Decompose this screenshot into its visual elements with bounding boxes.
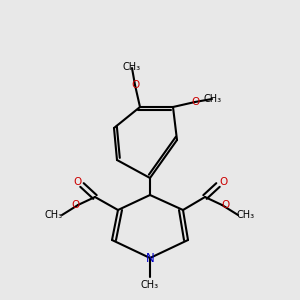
Text: CH₃: CH₃ — [123, 62, 141, 72]
Text: CH₃: CH₃ — [204, 94, 222, 104]
Text: O: O — [131, 80, 139, 90]
Text: CH₃: CH₃ — [237, 210, 255, 220]
Text: CH₃: CH₃ — [141, 280, 159, 290]
Text: CH₃: CH₃ — [45, 210, 63, 220]
Text: N: N — [146, 251, 154, 265]
Text: O: O — [71, 200, 79, 210]
Text: O: O — [219, 177, 227, 187]
Text: O: O — [221, 200, 229, 210]
Text: O: O — [73, 177, 81, 187]
Text: O: O — [191, 97, 199, 107]
